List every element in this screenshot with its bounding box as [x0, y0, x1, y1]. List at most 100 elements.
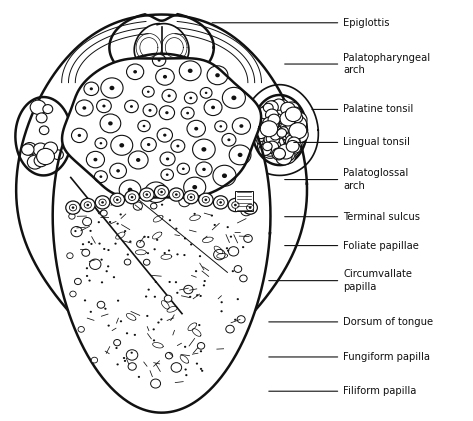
- Circle shape: [163, 75, 167, 79]
- Circle shape: [89, 230, 92, 232]
- Circle shape: [133, 70, 137, 74]
- Circle shape: [190, 196, 193, 198]
- Circle shape: [116, 199, 119, 201]
- Circle shape: [246, 204, 254, 211]
- Circle shape: [44, 153, 53, 162]
- Circle shape: [176, 145, 179, 147]
- Circle shape: [257, 141, 270, 152]
- Circle shape: [226, 325, 234, 333]
- Circle shape: [91, 357, 97, 363]
- Circle shape: [69, 213, 75, 219]
- Circle shape: [275, 148, 287, 159]
- Circle shape: [189, 97, 192, 99]
- Circle shape: [197, 343, 205, 349]
- Circle shape: [265, 109, 279, 121]
- Circle shape: [280, 148, 295, 161]
- Circle shape: [201, 147, 206, 152]
- Circle shape: [147, 236, 149, 238]
- Circle shape: [258, 107, 271, 119]
- Circle shape: [160, 191, 163, 193]
- Circle shape: [171, 362, 182, 372]
- Circle shape: [119, 180, 141, 200]
- Circle shape: [261, 115, 276, 128]
- Circle shape: [145, 296, 147, 298]
- Circle shape: [113, 276, 115, 278]
- Circle shape: [141, 138, 156, 152]
- Circle shape: [264, 101, 278, 114]
- Circle shape: [88, 241, 90, 243]
- Circle shape: [182, 168, 184, 170]
- Circle shape: [71, 226, 82, 237]
- Circle shape: [128, 188, 132, 192]
- Circle shape: [266, 133, 280, 145]
- Circle shape: [84, 299, 86, 301]
- Circle shape: [146, 315, 149, 317]
- Circle shape: [270, 113, 281, 124]
- Circle shape: [228, 139, 230, 141]
- Circle shape: [264, 113, 274, 122]
- Circle shape: [101, 201, 104, 204]
- Circle shape: [279, 148, 296, 164]
- Circle shape: [290, 109, 300, 118]
- Circle shape: [107, 265, 109, 267]
- Circle shape: [138, 120, 150, 132]
- Circle shape: [203, 284, 205, 286]
- Circle shape: [72, 206, 74, 209]
- Circle shape: [110, 193, 124, 206]
- Circle shape: [161, 204, 163, 206]
- Circle shape: [290, 112, 307, 127]
- Circle shape: [196, 162, 212, 177]
- Circle shape: [39, 126, 49, 135]
- Circle shape: [200, 88, 212, 98]
- Circle shape: [291, 138, 302, 148]
- Circle shape: [104, 308, 106, 310]
- Circle shape: [158, 189, 165, 195]
- Circle shape: [257, 133, 275, 149]
- Circle shape: [198, 324, 201, 326]
- Circle shape: [271, 133, 283, 144]
- Circle shape: [74, 230, 77, 232]
- Circle shape: [290, 116, 307, 132]
- Circle shape: [289, 143, 301, 153]
- Circle shape: [288, 137, 300, 148]
- Circle shape: [95, 138, 107, 149]
- Circle shape: [257, 117, 272, 131]
- Circle shape: [254, 118, 272, 134]
- Circle shape: [43, 154, 53, 163]
- Circle shape: [200, 368, 202, 370]
- Circle shape: [193, 185, 197, 189]
- Circle shape: [199, 193, 213, 206]
- Circle shape: [166, 173, 168, 176]
- Circle shape: [67, 253, 73, 258]
- Circle shape: [262, 117, 279, 132]
- Circle shape: [164, 252, 166, 254]
- Circle shape: [158, 322, 159, 323]
- Circle shape: [78, 134, 81, 137]
- Circle shape: [231, 96, 236, 100]
- Circle shape: [196, 294, 198, 296]
- Circle shape: [260, 129, 271, 139]
- Circle shape: [265, 145, 279, 158]
- Circle shape: [240, 275, 247, 282]
- Circle shape: [273, 148, 285, 159]
- Circle shape: [249, 206, 252, 209]
- Circle shape: [82, 249, 90, 256]
- Circle shape: [78, 326, 84, 332]
- Text: Palatopharyngeal
arch: Palatopharyngeal arch: [285, 53, 430, 75]
- Circle shape: [280, 125, 292, 137]
- Circle shape: [23, 143, 36, 155]
- Circle shape: [110, 86, 114, 90]
- Text: Palatoglossal
arch: Palatoglossal arch: [285, 168, 409, 191]
- Circle shape: [273, 137, 285, 148]
- Circle shape: [150, 203, 157, 209]
- Circle shape: [164, 295, 172, 302]
- Circle shape: [257, 108, 270, 120]
- Text: Dorsum of tongue: Dorsum of tongue: [269, 317, 433, 327]
- Circle shape: [161, 169, 174, 181]
- Circle shape: [36, 148, 54, 165]
- Circle shape: [84, 202, 91, 208]
- Circle shape: [154, 190, 158, 195]
- Circle shape: [86, 267, 88, 269]
- Circle shape: [176, 253, 179, 256]
- Circle shape: [148, 288, 150, 290]
